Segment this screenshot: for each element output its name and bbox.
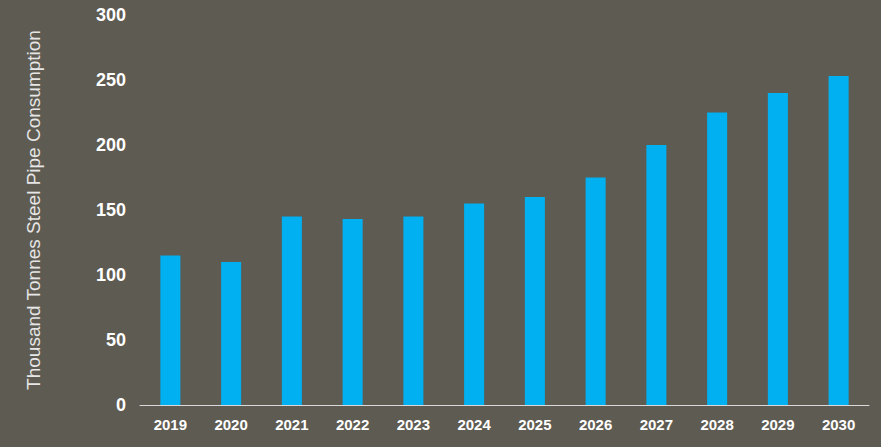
svg-text:2026: 2026: [579, 416, 612, 433]
svg-text:50: 50: [106, 330, 126, 350]
svg-text:2019: 2019: [154, 416, 187, 433]
svg-text:2025: 2025: [518, 416, 551, 433]
svg-text:2023: 2023: [397, 416, 430, 433]
svg-text:2027: 2027: [640, 416, 673, 433]
svg-text:0: 0: [116, 395, 126, 415]
svg-text:2028: 2028: [700, 416, 733, 433]
svg-text:Thousand Tonnes Steel Pipe Con: Thousand Tonnes Steel Pipe Consumption: [23, 30, 44, 390]
svg-text:2030: 2030: [822, 416, 855, 433]
svg-text:200: 200: [96, 135, 126, 155]
svg-text:100: 100: [96, 265, 126, 285]
svg-text:150: 150: [96, 200, 126, 220]
svg-text:2020: 2020: [214, 416, 247, 433]
svg-text:2024: 2024: [457, 416, 491, 433]
svg-text:250: 250: [96, 70, 126, 90]
svg-text:2021: 2021: [275, 416, 308, 433]
svg-text:2029: 2029: [761, 416, 794, 433]
svg-text:300: 300: [96, 5, 126, 25]
svg-text:2022: 2022: [336, 416, 369, 433]
